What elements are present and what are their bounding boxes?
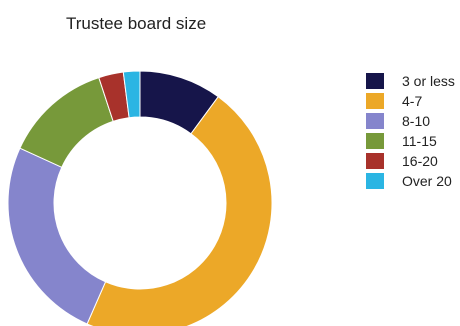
legend-label: 3 or less bbox=[402, 73, 455, 89]
legend-swatch bbox=[366, 153, 384, 169]
legend-item: 16-20 bbox=[366, 151, 455, 171]
legend-item: 11-15 bbox=[366, 131, 455, 151]
legend-item: Over 20 bbox=[366, 171, 455, 191]
legend-label: 4-7 bbox=[402, 93, 423, 109]
slice-11-15 bbox=[19, 76, 114, 168]
legend-label: 11-15 bbox=[402, 133, 437, 149]
legend-label: 16-20 bbox=[402, 153, 438, 169]
chart-title: Trustee board size bbox=[66, 14, 207, 33]
legend-item: 3 or less bbox=[366, 71, 455, 91]
donut-slices bbox=[7, 70, 273, 326]
legend-label: 8-10 bbox=[402, 113, 431, 129]
legend: 3 or less 4-7 8-10 11-15 16-20 Over 20 bbox=[366, 71, 455, 191]
legend-swatch bbox=[366, 93, 384, 109]
legend-swatch bbox=[366, 133, 384, 149]
legend-item: 4-7 bbox=[366, 91, 455, 111]
legend-label: Over 20 bbox=[402, 173, 452, 189]
slice-over-20 bbox=[122, 70, 141, 119]
slice-4-7 bbox=[86, 96, 273, 326]
slice-8-10 bbox=[7, 147, 107, 325]
legend-swatch bbox=[366, 73, 384, 89]
legend-swatch bbox=[366, 113, 384, 129]
legend-item: 8-10 bbox=[366, 111, 455, 131]
legend-swatch bbox=[366, 173, 384, 189]
